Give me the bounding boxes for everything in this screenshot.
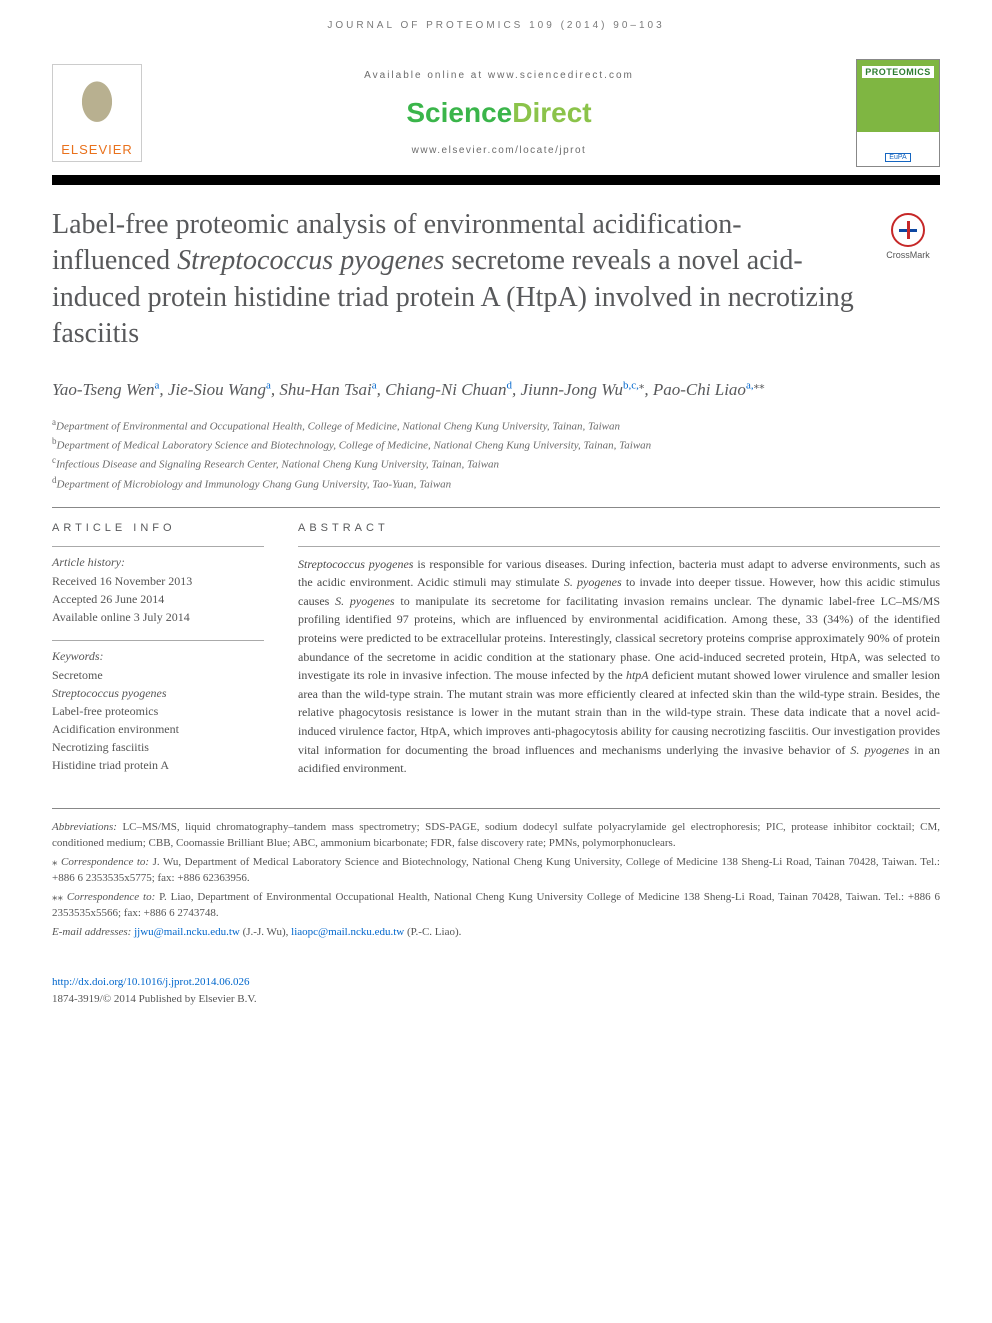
affiliation: cInfectious Disease and Signaling Resear… [52,454,940,473]
corr1-mark: ⁎ [52,856,58,868]
info-abstract-row: ARTICLE INFO Article history: Received 1… [52,522,940,788]
issn-copyright-line: 1874-3919/© 2014 Published by Elsevier B… [52,991,940,1008]
keyword: Necrotizing fasciitis [52,738,264,756]
email-link-2[interactable]: liaopc@mail.ncku.edu.tw [291,926,404,938]
keyword: Histidine triad protein A [52,756,264,774]
author: Pao-Chi Liaoa,⁎⁎ [653,380,765,399]
correspondence-1: ⁎ Correspondence to: J. Wu, Department o… [52,854,940,887]
email-footnote: E-mail addresses: jjwu@mail.ncku.edu.tw … [52,924,940,941]
email1-who: (J.-J. Wu), [240,926,291,938]
corr2-label: Correspondence to: [67,891,155,903]
available-online-line: Available online at www.sciencedirect.co… [142,70,856,81]
keyword: Streptococcus pyogenes [52,684,264,702]
article-title: Label-free proteomic analysis of environ… [52,207,858,353]
thick-rule [52,175,940,185]
abbreviations-footnote: Abbreviations: LC–MS/MS, liquid chromato… [52,819,940,852]
abstract-span: S. pyogenes [564,575,622,589]
publisher-logo: ELSEVIER [52,64,142,162]
keyword: Acidification environment [52,720,264,738]
history-line: Available online 3 July 2014 [52,608,264,626]
journal-cover-footer: EuPA [885,153,910,162]
sciencedirect-logo: ScienceDirect [142,97,856,129]
title-species: Streptococcus pyogenes [177,245,444,276]
keyword: Secretome [52,666,264,684]
history-line: Received 16 November 2013 [52,572,264,590]
journal-locate-line: www.elsevier.com/locate/jprot [142,145,856,156]
crossmark-icon [891,213,925,247]
email2-who: (P.-C. Liao). [404,926,461,938]
keywords-lines: SecretomeStreptococcus pyogenesLabel-fre… [52,666,264,774]
email-link-1[interactable]: jjwu@mail.ncku.edu.tw [134,926,240,938]
elsevier-tree-icon [67,80,127,142]
author: Shu-Han Tsaia [279,380,376,399]
corr1-text: J. Wu, Department of Medical Laboratory … [52,856,940,885]
abstract-text: Streptococcus pyogenes is responsible fo… [298,555,940,778]
corr1-label: Correspondence to: [61,856,149,868]
corr2-text: P. Liao, Department of Environmental Occ… [52,891,940,920]
abbrev-label: Abbreviations: [52,821,117,833]
affiliation: bDepartment of Medical Laboratory Scienc… [52,435,940,454]
abbrev-text: LC–MS/MS, liquid chromatography–tandem m… [52,821,940,850]
corr2-mark: ⁎⁎ [52,891,63,903]
abstract-label: ABSTRACT [298,522,940,534]
header-center: Available online at www.sciencedirect.co… [142,70,856,156]
sd-part2: Direct [512,97,591,128]
doi-link[interactable]: http://dx.doi.org/10.1016/j.jprot.2014.0… [52,976,250,988]
correspondence-2: ⁎⁎ Correspondence to: P. Liao, Departmen… [52,889,940,922]
sd-part1: Science [406,97,512,128]
crossmark-badge[interactable]: CrossMark [876,213,940,260]
abstract-span: S. pyogenes [850,743,909,757]
running-head: JOURNAL OF PROTEOMICS 109 (2014) 90–103 [52,20,940,31]
footer-block: http://dx.doi.org/10.1016/j.jprot.2014.0… [52,974,940,1007]
author: Jiunn-Jong Wub,c,⁎ [521,380,645,399]
article-info-column: ARTICLE INFO Article history: Received 1… [52,522,264,788]
crossmark-label: CrossMark [886,250,930,260]
journal-cover-name: PROTEOMICS [862,66,934,78]
abstract-column: ABSTRACT Streptococcus pyogenes is respo… [298,522,940,788]
email-label: E-mail addresses: [52,926,131,938]
keyword: Label-free proteomics [52,702,264,720]
affiliation: aDepartment of Environmental and Occupat… [52,416,940,435]
article-info-label: ARTICLE INFO [52,522,264,534]
header-row: ELSEVIER Available online at www.science… [52,59,940,167]
abstract-span: htpA [626,668,649,682]
history-label: Article history: [52,555,264,570]
affiliations-block: aDepartment of Environmental and Occupat… [52,416,940,493]
abstract-span: Streptococcus pyogenes [298,557,413,571]
affiliation: dDepartment of Microbiology and Immunolo… [52,474,940,493]
keywords-label: Keywords: [52,649,264,664]
author: Jie-Siou Wanga [168,380,271,399]
history-line: Accepted 26 June 2014 [52,590,264,608]
divider [52,507,940,508]
title-row: Label-free proteomic analysis of environ… [52,207,940,353]
history-lines: Received 16 November 2013Accepted 26 Jun… [52,572,264,626]
abstract-span: S. pyogenes [335,594,394,608]
author: Chiang-Ni Chuand [385,380,512,399]
publisher-name: ELSEVIER [61,142,133,161]
author: Yao-Tseng Wena [52,380,159,399]
journal-cover-thumbnail: PROTEOMICS EuPA [856,59,940,167]
authors-block: Yao-Tseng Wena, Jie-Siou Wanga, Shu-Han … [52,377,940,403]
footnotes-block: Abbreviations: LC–MS/MS, liquid chromato… [52,808,940,941]
